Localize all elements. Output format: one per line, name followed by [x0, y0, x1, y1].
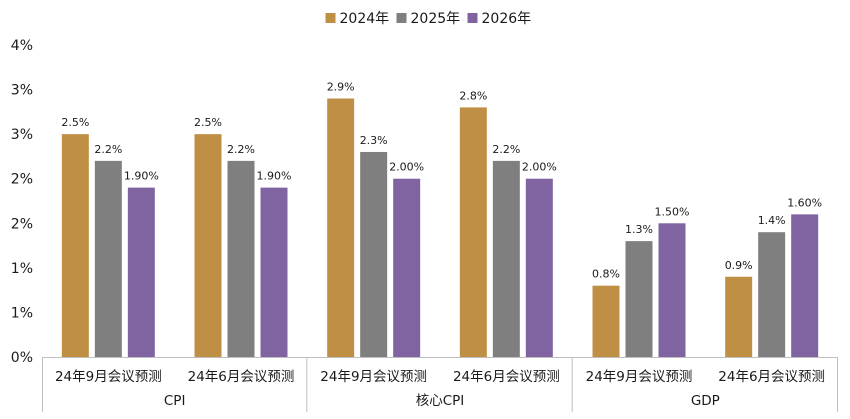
- legend-label: 2025年: [411, 11, 461, 27]
- data-label: 2.3%: [360, 134, 388, 147]
- legend-swatch: [396, 13, 407, 23]
- bars: [61, 98, 819, 358]
- y-tick-label: 1%: [11, 305, 33, 321]
- data-label: 0.8%: [592, 268, 620, 281]
- x-category-label: 24年6月会议预测: [188, 369, 295, 385]
- bar: [360, 151, 388, 357]
- bar: [791, 214, 819, 357]
- bar: [94, 160, 122, 357]
- data-label: 1.3%: [625, 223, 653, 236]
- bar: [61, 134, 89, 357]
- data-label: 2.2%: [94, 143, 122, 156]
- x-group-label: CPI: [164, 393, 186, 409]
- bar: [260, 187, 288, 357]
- data-labels: 2.5% 2.5% 2.9% 2.8% 0.8% 0.9% 2.2% 2.2% 2.3% 2.2%…: [61, 80, 822, 280]
- data-label: 1.4%: [758, 214, 786, 227]
- bar: [658, 223, 686, 357]
- bar: [127, 187, 155, 357]
- legend-swatch: [467, 13, 478, 23]
- legend-label: 2024年: [340, 11, 390, 27]
- bar: [758, 232, 786, 357]
- data-label: 2.8%: [459, 89, 487, 102]
- bar: [492, 160, 520, 357]
- data-label: 2.2%: [227, 143, 255, 156]
- data-label: 2.2%: [492, 143, 520, 156]
- bar: [194, 134, 222, 357]
- data-label: 2.9%: [327, 80, 355, 93]
- y-tick-label: 3%: [11, 127, 33, 143]
- data-label: 1.90%: [124, 170, 159, 183]
- bar: [725, 276, 753, 357]
- bar: [525, 178, 553, 357]
- y-tick-label: 0%: [11, 350, 33, 366]
- data-label: 2.00%: [522, 161, 557, 174]
- data-label: 1.50%: [655, 205, 690, 218]
- data-label: 2.00%: [389, 161, 424, 174]
- legend-swatch: [325, 13, 336, 23]
- y-axis: 0% 1% 1% 2% 2% 3% 3% 4%: [11, 38, 33, 366]
- y-tick-label: 3%: [11, 83, 33, 99]
- y-tick-label: 2%: [11, 172, 33, 188]
- bar: [393, 178, 421, 357]
- data-label: 1.90%: [257, 170, 292, 183]
- x-category-label: 24年9月会议预测: [320, 369, 427, 385]
- legend-label: 2026年: [482, 11, 532, 27]
- data-label: 2.5%: [194, 116, 222, 129]
- y-tick-label: 4%: [11, 38, 33, 54]
- legend: 2024年 2025年 2026年: [325, 11, 532, 27]
- bar: [227, 160, 255, 357]
- bar: [592, 285, 620, 357]
- y-tick-label: 2%: [11, 216, 33, 232]
- data-label: 2.5%: [61, 116, 89, 129]
- x-category-label: 24年9月会议预测: [55, 369, 162, 385]
- bar: [459, 107, 487, 358]
- data-label: 1.60%: [787, 196, 822, 209]
- bar: [327, 98, 355, 357]
- x-group-label: GDP: [691, 393, 720, 409]
- x-axis: 24年9月会议预测 24年6月会议预测 24年9月会议预测 24年6月会议预测 24年9…: [42, 357, 838, 412]
- y-tick-label: 1%: [11, 261, 33, 277]
- x-category-label: 24年6月会议预测: [453, 369, 560, 385]
- data-label: 0.9%: [725, 259, 753, 272]
- x-category-label: 24年9月会议预测: [586, 369, 693, 385]
- x-group-label: 核心CPI: [416, 393, 465, 409]
- bar: [625, 241, 653, 357]
- x-category-label: 24年6月会议预测: [718, 369, 825, 385]
